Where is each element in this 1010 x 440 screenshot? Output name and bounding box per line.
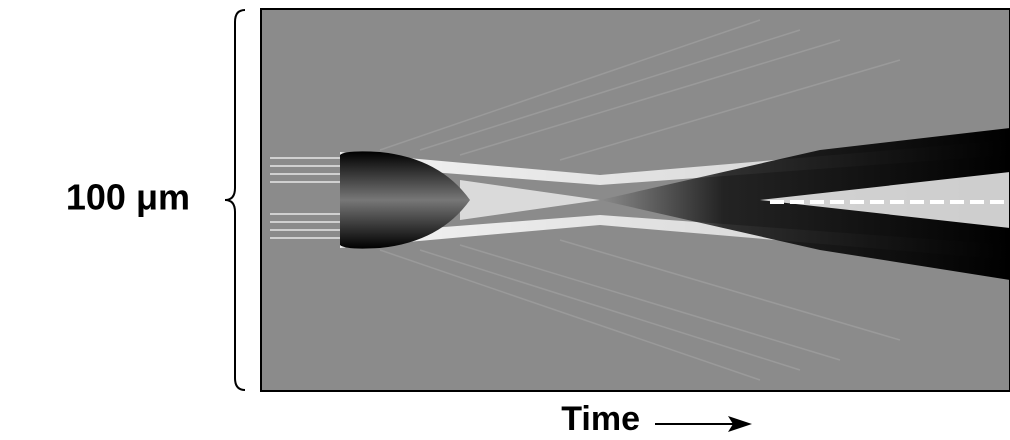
x-axis-label: Time: [561, 400, 640, 438]
time-arrow: [655, 416, 752, 432]
image-frame: [260, 8, 1010, 392]
brace: [224, 9, 246, 391]
scale-label: 100 μm: [66, 177, 190, 218]
simulation-image: [261, 9, 1010, 391]
